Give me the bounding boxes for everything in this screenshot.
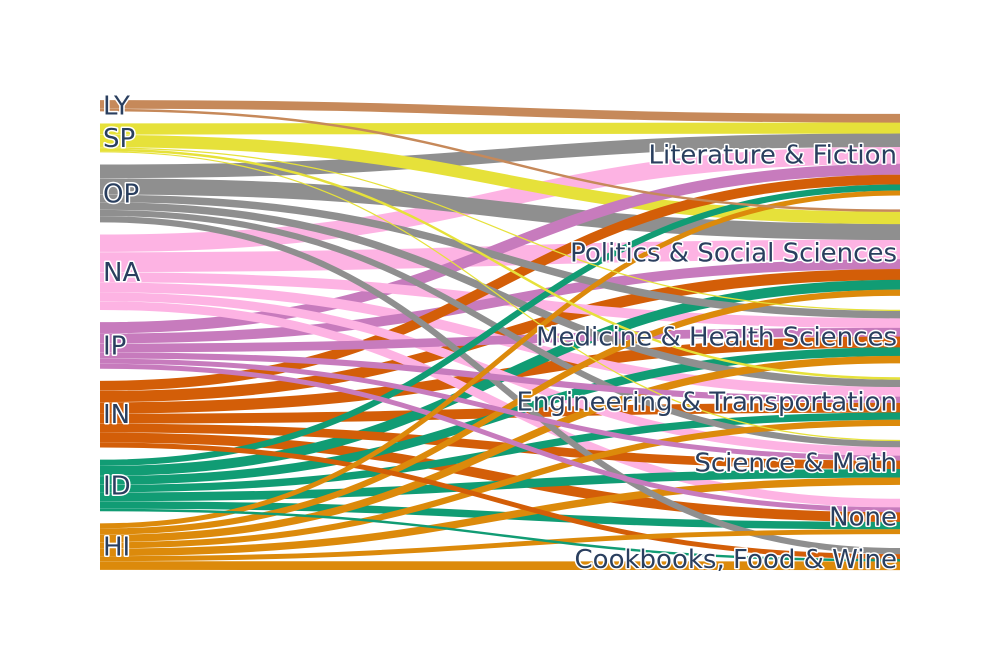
link-op-literature-fiction [99, 133, 901, 179]
link-hi-science-math [99, 477, 901, 557]
link-sp-engineering-transportation [99, 148, 901, 380]
link-na-science-math [99, 292, 901, 456]
target-label-none: None [829, 502, 897, 532]
source-label-sp: SP [103, 124, 135, 154]
link-hi-literature-fiction [99, 190, 901, 529]
source-label-hi: HI [103, 533, 130, 563]
link-sp-medicine-health-sciences [99, 147, 901, 311]
link-op-politics-social-sciences [99, 178, 901, 240]
link-na-none [99, 301, 901, 508]
source-label-ly: LY [103, 92, 130, 122]
source-label-id: ID [103, 471, 131, 501]
link-ip-engineering-transportation [99, 352, 901, 403]
link-id-cookbooks-food-wine [99, 508, 901, 562]
source-label-na: NA [103, 258, 140, 288]
link-in-cookbooks-food-wine [99, 442, 901, 560]
link-ip-medicine-health-sciences [99, 327, 901, 353]
link-sp-science-math [99, 151, 901, 442]
link-hi-medicine-health-sciences [99, 355, 901, 543]
target-label-engineering-transportation: Engineering & Transportation [516, 388, 897, 418]
link-hi-engineering-transportation [99, 419, 901, 549]
link-ip-science-math [99, 358, 901, 461]
link-ip-none [99, 363, 901, 513]
link-hi-none [99, 529, 901, 562]
source-label-in: IN [103, 400, 130, 430]
link-ly-politics-social-sciences [99, 108, 901, 212]
target-label-literature-fiction: Literature & Fiction [649, 141, 898, 171]
links-layer [99, 100, 901, 571]
link-ip-politics-social-sciences [99, 259, 901, 344]
target-label-cookbooks-food-wine: Cookbooks, Food & Wine [575, 545, 897, 575]
target-label-politics-social-sciences: Politics & Social Sciences [570, 239, 897, 269]
target-label-medicine-health-sciences: Medicine & Health Sciences [536, 323, 897, 353]
target-label-science-math: Science & Math [694, 448, 897, 478]
link-id-medicine-health-sciences [99, 347, 901, 485]
source-label-ip: IP [103, 331, 126, 361]
link-sp-literature-fiction [99, 122, 901, 135]
link-ly-literature-fiction [99, 100, 901, 123]
source-label-op: OP [103, 179, 139, 209]
link-in-none [99, 432, 901, 523]
